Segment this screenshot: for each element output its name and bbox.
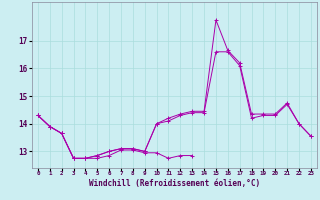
X-axis label: Windchill (Refroidissement éolien,°C): Windchill (Refroidissement éolien,°C) (89, 179, 260, 188)
